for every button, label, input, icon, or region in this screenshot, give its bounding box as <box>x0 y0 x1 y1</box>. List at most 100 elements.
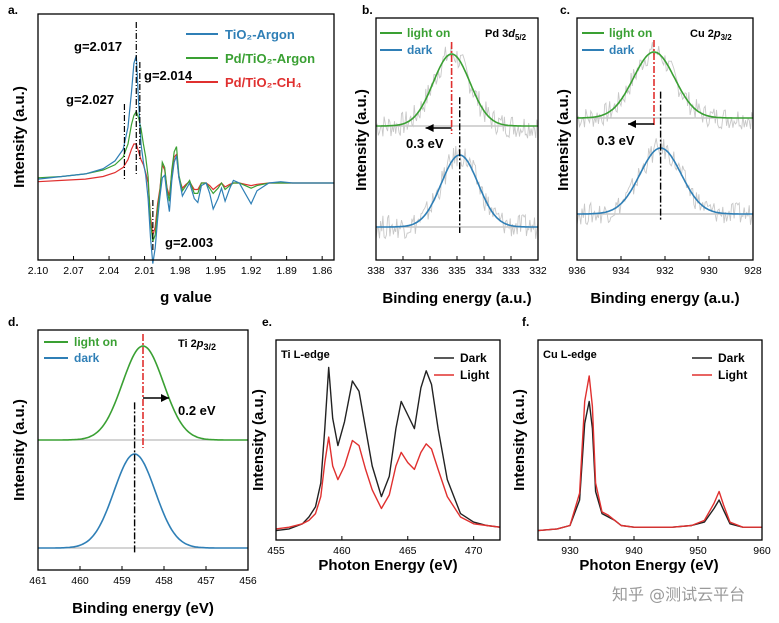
annotation-g-2003: g=2.003 <box>165 235 213 250</box>
x-tick-label: 1.89 <box>276 265 297 277</box>
shift-arrow-head <box>425 124 434 132</box>
x-tick-label: 1.92 <box>241 265 262 277</box>
legend-label-light-on-d: light on <box>74 335 117 349</box>
panel-label-d: d. <box>8 315 19 329</box>
legend-f: Dark Light <box>692 351 747 382</box>
raw-data-light-on <box>375 45 539 139</box>
watermark: 知乎 @测试云平台 <box>612 585 745 604</box>
panel-label-e: e. <box>262 315 272 329</box>
legend-label-light-on-c: light on <box>609 26 652 40</box>
panel-d: d. 461 460 459 458 457 456 Binding energy (eV… <box>8 315 257 617</box>
x-tick-label: 456 <box>239 575 257 587</box>
x-tick-label: 2.10 <box>28 265 49 277</box>
x-tick-label: 334 <box>475 265 493 277</box>
series-line-dark <box>577 147 753 215</box>
x-tick-label: 460 <box>333 545 351 557</box>
x-tick-label: 337 <box>394 265 412 277</box>
x-tick-label: 2.07 <box>63 265 84 277</box>
y-axis-label-b: Intensity (a.u.) <box>353 89 370 191</box>
plot-e <box>275 366 501 532</box>
x-tick-label: 336 <box>421 265 439 277</box>
series-line-dark <box>38 453 248 549</box>
legend-label-dark-b: dark <box>407 43 433 57</box>
series-line-pd-tio-argon <box>37 110 334 242</box>
legend-label-pd-tio2-argon: Pd/TiO₂-Argon <box>225 51 315 66</box>
x-ticks-d: 461 460 459 458 457 456 <box>29 566 257 587</box>
shift-arrow-head <box>628 120 636 128</box>
panel-label-c: c. <box>560 3 570 17</box>
x-tick-label: 458 <box>155 575 173 587</box>
panel-e: e. 455 460 465 470 Photon Energy (eV) Inten… <box>250 315 501 574</box>
x-axis-label-e: Photon Energy (eV) <box>318 557 457 574</box>
legend-label-dark-c: dark <box>609 43 635 57</box>
x-tick-label: 2.01 <box>134 265 155 277</box>
x-tick-label: 928 <box>744 265 762 277</box>
plot-a <box>37 22 334 264</box>
legend-b: light on dark <box>380 26 450 57</box>
axes-frame-f <box>537 339 763 541</box>
x-tick-label: 460 <box>71 575 89 587</box>
axes-frame-a <box>37 13 335 261</box>
x-tick-label: 457 <box>197 575 215 587</box>
x-ticks-e: 455 460 465 470 <box>267 536 483 557</box>
x-tick-label: 932 <box>656 265 674 277</box>
plot-f <box>537 375 762 532</box>
x-tick-label: 459 <box>113 575 131 587</box>
x-ticks-a: 2.10 2.07 2.04 2.01 1.98 1.95 1.92 1.89 1.86 <box>28 256 333 277</box>
legend-label-pd-tio2-ch4: Pd/TiO₂-CH₄ <box>225 75 302 90</box>
axes-frame-d <box>37 329 249 571</box>
annotation-g-2017: g=2.017 <box>74 39 122 54</box>
y-axis-label-d: Intensity (a.u.) <box>11 399 28 501</box>
annotation-shift-d: 0.2 eV <box>178 403 216 418</box>
series-line-dark <box>537 400 762 532</box>
shift-arrow-head <box>161 394 169 402</box>
series-line-light-on <box>376 53 538 127</box>
plot-b <box>375 42 539 240</box>
x-tick-label: 461 <box>29 575 47 587</box>
x-tick-label: 465 <box>399 545 417 557</box>
title-pd-3d: Pd 3d5/2 <box>485 28 527 42</box>
legend-label-dark-e: Dark <box>460 351 487 365</box>
series-line-light <box>275 436 501 530</box>
x-axis-label-b: Binding energy (a.u.) <box>382 290 531 307</box>
panel-b: b. 338 337 336 335 334 333 332 Binding energy … <box>353 3 547 307</box>
legend-label-light-f: Light <box>718 368 747 382</box>
legend-label-dark-f: Dark <box>718 351 745 365</box>
legend-c: light on dark <box>582 26 652 57</box>
x-tick-label: 930 <box>561 545 579 557</box>
x-tick-label: 960 <box>753 545 771 557</box>
annotation-g-2027: g=2.027 <box>66 92 114 107</box>
plot-c <box>576 40 754 226</box>
edge-label-cu: Cu L-edge <box>543 349 597 361</box>
y-axis-label-e: Intensity (a.u.) <box>250 389 267 491</box>
panel-a: a. 2.10 2.07 2.04 2.01 1.98 1.95 1.92 1.89 1.86 … <box>8 3 335 306</box>
x-tick-label: 2.04 <box>99 265 120 277</box>
plot-d <box>38 334 248 554</box>
y-axis-label-f: Intensity (a.u.) <box>511 389 528 491</box>
x-tick-label: 470 <box>465 545 483 557</box>
legend-label-dark-d: dark <box>74 351 100 365</box>
raw-data-light-on <box>576 41 754 130</box>
x-ticks-f: 930 940 950 960 <box>561 536 771 557</box>
y-axis-label-c: Intensity (a.u.) <box>555 89 572 191</box>
x-tick-label: 930 <box>700 265 718 277</box>
x-tick-label: 936 <box>568 265 586 277</box>
raw-data-dark <box>375 145 539 240</box>
series-line-light-on <box>577 51 753 119</box>
series-line-tio-argon <box>37 55 334 264</box>
panel-c: c. 936 934 932 930 928 Binding energy (a.u.)… <box>555 3 762 307</box>
annotation-shift-b: 0.3 eV <box>406 136 444 151</box>
x-axis-label-f: Photon Energy (eV) <box>579 557 718 574</box>
x-tick-label: 1.95 <box>205 265 226 277</box>
title-ti-2p: Ti 2p3/2 <box>178 338 216 352</box>
x-axis-label-d: Binding energy (eV) <box>72 600 214 617</box>
panel-label-b: b. <box>362 3 373 17</box>
y-axis-label-a: Intensity (a.u.) <box>11 86 28 188</box>
legend-label-tio2-argon: TiO₂-Argon <box>225 27 295 42</box>
series-line-dark <box>275 366 501 532</box>
axes-frame-e <box>275 339 501 541</box>
x-axis-label-a: g value <box>160 289 212 306</box>
series-line-light <box>537 375 762 532</box>
x-tick-label: 335 <box>448 265 466 277</box>
